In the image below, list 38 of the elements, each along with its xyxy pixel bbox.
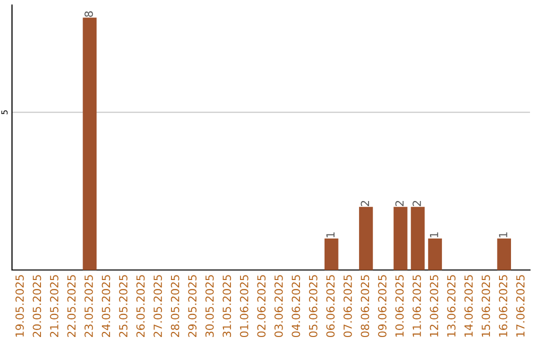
data-label: 1 bbox=[430, 232, 438, 238]
x-tick-label: 25.05.2025 bbox=[119, 275, 128, 337]
data-label: 1 bbox=[499, 232, 508, 238]
x-tick-label: 16.06.2025 bbox=[498, 275, 508, 337]
x-tick-label: 28.05.2025 bbox=[170, 275, 180, 337]
data-label: 1 bbox=[326, 232, 334, 238]
x-tick-label: 20.05.2025 bbox=[32, 275, 42, 337]
x-tick-label: 10.06.2025 bbox=[395, 275, 404, 337]
x-tick-label: 30.05.2025 bbox=[205, 275, 214, 337]
x-tick-label: 22.05.2025 bbox=[67, 275, 76, 337]
x-tick-label: 19.05.2025 bbox=[15, 275, 24, 337]
x-tick-label: 12.06.2025 bbox=[430, 275, 438, 337]
x-tick-label: 13.06.2025 bbox=[447, 275, 456, 337]
x-tick-label: 09.06.2025 bbox=[378, 275, 386, 338]
x-tick-label: 03.06.2025 bbox=[274, 275, 283, 338]
x-tick-label: 21.05.2025 bbox=[50, 275, 58, 337]
data-label: 2 bbox=[360, 200, 370, 206]
x-tick-label: 11.06.2025 bbox=[412, 275, 421, 337]
x-tick-label: 15.06.2025 bbox=[482, 275, 490, 337]
x-tick-label: 17.06.2025 bbox=[516, 275, 525, 337]
x-tick-label: 07.06.2025 bbox=[344, 275, 352, 338]
x-tick-label: 05.06.2025 bbox=[308, 275, 318, 338]
x-tick-label: 06.06.2025 bbox=[326, 275, 335, 338]
y-tick-label: 5 bbox=[1, 110, 8, 114]
x-tick-label: 23.05.2025 bbox=[84, 275, 93, 337]
data-label: 8 bbox=[84, 11, 93, 17]
x-tick-label: 31.05.2025 bbox=[222, 275, 232, 337]
x-tick-label: 27.05.2025 bbox=[154, 275, 162, 337]
x-tick-label: 02.06.2025 bbox=[257, 275, 266, 338]
x-tick-label: 08.06.2025 bbox=[360, 275, 370, 338]
data-label: 2 bbox=[395, 200, 404, 206]
x-tick-label: 01.06.2025 bbox=[240, 275, 248, 338]
x-tick-label: 14.06.2025 bbox=[464, 275, 473, 337]
x-tick-label: 26.05.2025 bbox=[136, 275, 145, 337]
x-tick-label: 04.06.2025 bbox=[292, 275, 300, 338]
x-tick-label: 29.05.2025 bbox=[188, 275, 197, 337]
x-tick-label: 24.05.2025 bbox=[102, 275, 110, 337]
data-label: 2 bbox=[412, 200, 421, 206]
